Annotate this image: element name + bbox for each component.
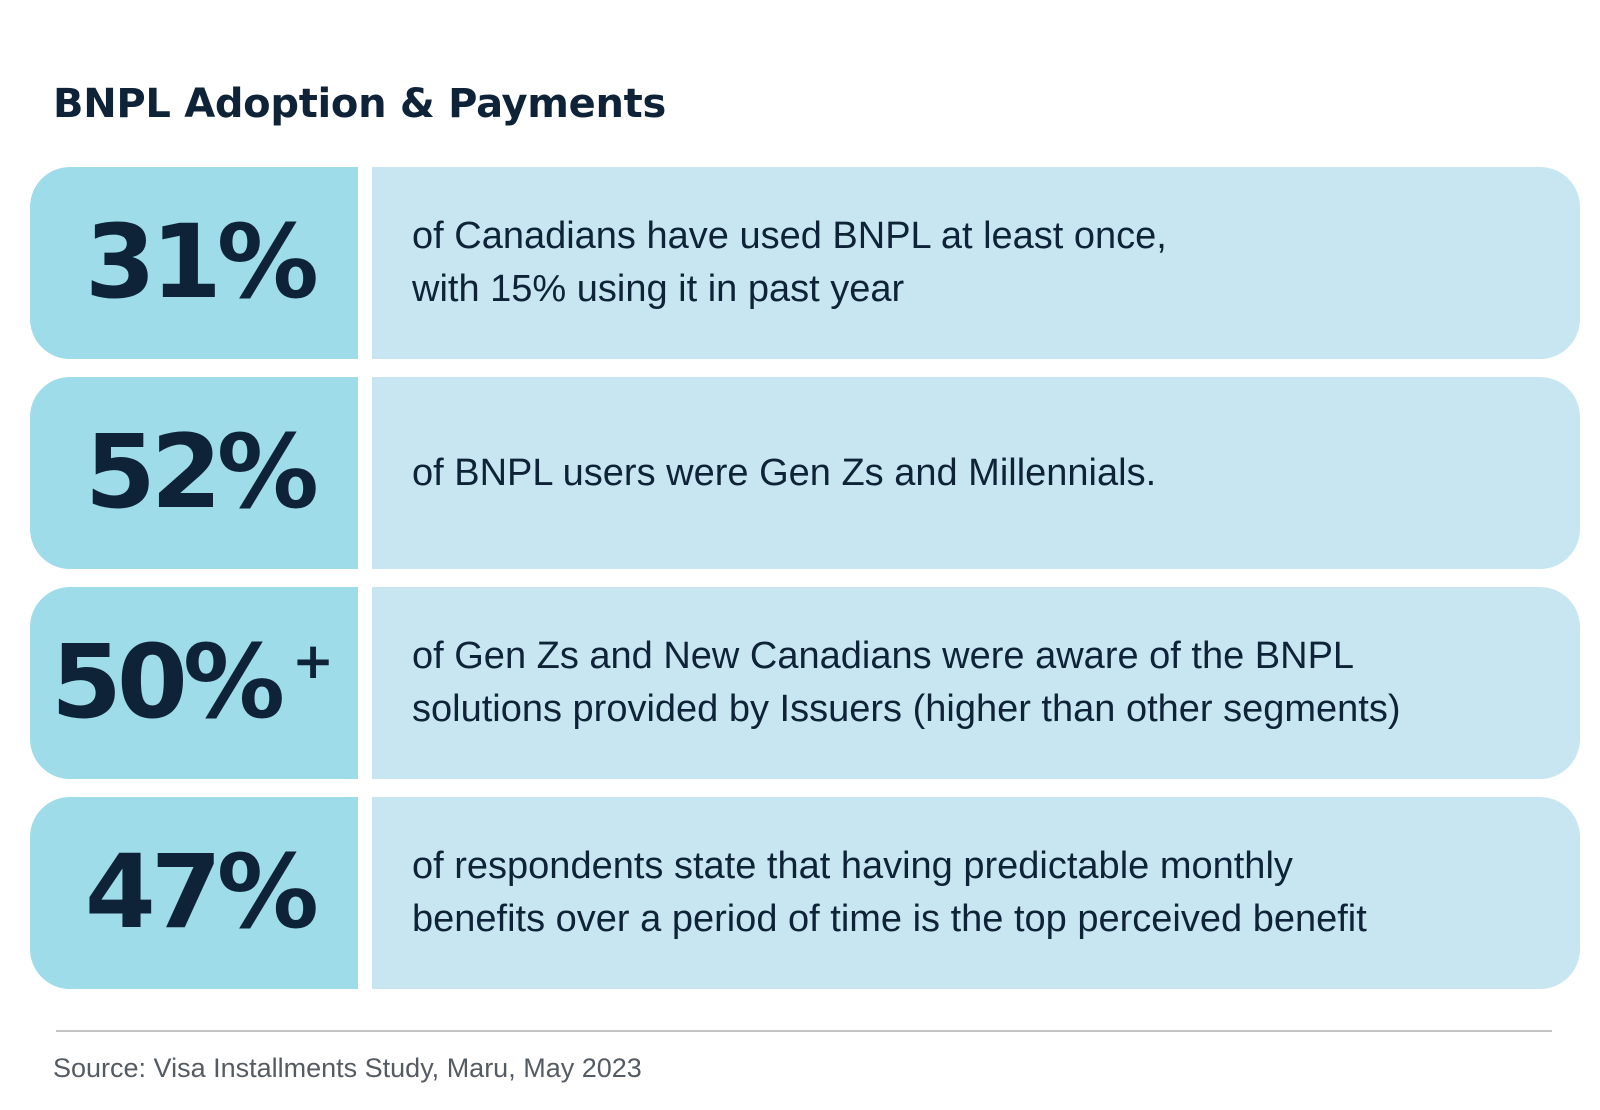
stats-list: 31% of Canadians have used BNPL at least… (30, 167, 1580, 989)
stat-description: of Canadians have used BNPL at least onc… (412, 210, 1167, 316)
description-line: of Canadians have used BNPL at least onc… (412, 215, 1167, 257)
description-line: solutions provided by Issuers (higher th… (412, 688, 1401, 730)
stat-row-3: 50% + of Gen Zs and New Canadians were a… (30, 587, 1580, 779)
description-line: with 15% using it in past year (412, 268, 905, 310)
footer-divider (56, 1030, 1552, 1032)
cell-gap (358, 377, 372, 569)
description-line: of Gen Zs and New Canadians were aware o… (412, 635, 1355, 677)
stat-value-cell: 50% + (30, 587, 358, 779)
stat-value-cell: 31% (30, 167, 358, 359)
stat-value: 50% + (51, 632, 334, 734)
stat-description: of respondents state that having predict… (412, 840, 1367, 946)
stat-row-1: 31% of Canadians have used BNPL at least… (30, 167, 1580, 359)
page-title: BNPL Adoption & Payments (53, 81, 667, 127)
stat-number: 52% (84, 413, 319, 532)
stat-description-cell: of BNPL users were Gen Zs and Millennial… (372, 377, 1580, 569)
description-line: benefits over a period of time is the to… (412, 898, 1367, 940)
description-line: of respondents state that having predict… (412, 845, 1293, 887)
stat-description-cell: of Gen Zs and New Canadians were aware o… (372, 587, 1580, 779)
stat-row-2: 52% of BNPL users were Gen Zs and Millen… (30, 377, 1580, 569)
stat-value: 47% (84, 833, 319, 952)
stat-number: 50% (50, 623, 285, 742)
stat-value-cell: 47% (30, 797, 358, 989)
stat-row-4: 47% of respondents state that having pre… (30, 797, 1580, 989)
cell-gap (358, 587, 372, 779)
stat-description-cell: of respondents state that having predict… (372, 797, 1580, 989)
source-note: Source: Visa Installments Study, Maru, M… (53, 1053, 642, 1083)
description-line: of BNPL users were Gen Zs and Millennial… (412, 451, 1157, 494)
stat-plus-suffix: + (292, 632, 334, 690)
stat-description: of BNPL users were Gen Zs and Millennial… (412, 447, 1156, 500)
stat-value-cell: 52% (30, 377, 358, 569)
cell-gap (358, 797, 372, 989)
stat-value: 31% (84, 203, 319, 322)
stat-value: 52% (84, 413, 319, 532)
stat-description: of Gen Zs and New Canadians were aware o… (412, 630, 1401, 736)
stat-number: 31% (84, 203, 319, 322)
stat-description-cell: of Canadians have used BNPL at least onc… (372, 167, 1580, 359)
stat-number: 47% (84, 833, 319, 952)
cell-gap (358, 167, 372, 359)
